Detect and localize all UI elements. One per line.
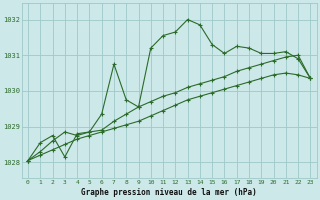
X-axis label: Graphe pression niveau de la mer (hPa): Graphe pression niveau de la mer (hPa) bbox=[81, 188, 257, 197]
